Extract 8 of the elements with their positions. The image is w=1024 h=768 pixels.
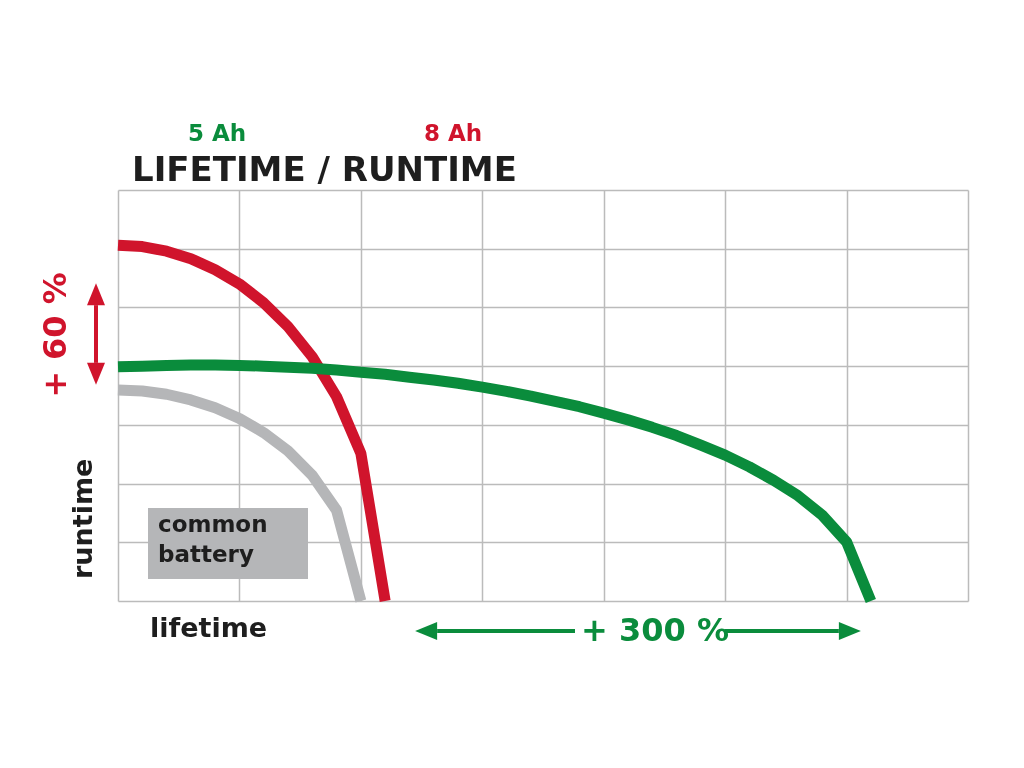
y-axis-title: runtime: [67, 458, 98, 579]
text: + 60 %: [36, 272, 74, 398]
text: common battery: [158, 511, 268, 567]
text: 5 Ah: [187, 120, 247, 146]
text: 8 Ah: [423, 120, 483, 146]
text: + 300 %: [581, 611, 729, 649]
chart-title: LIFETIME / RUNTIME: [132, 149, 517, 189]
x-axis-title: lifetime: [150, 612, 268, 643]
